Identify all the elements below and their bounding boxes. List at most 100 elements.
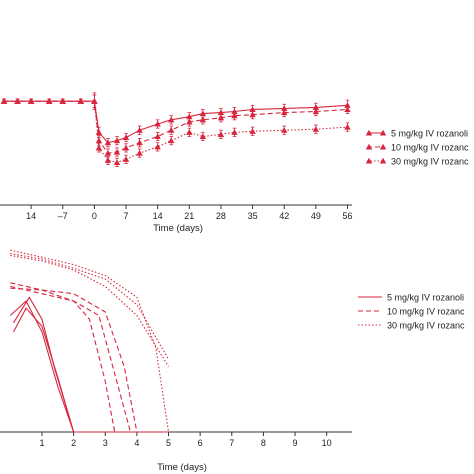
bottom-legend: 5 mg/kg IV rozanoli 10 mg/kg IV rozanc 30 … [358, 293, 465, 331]
top-legend-label: 30 mg/kg IV rozanc [391, 157, 469, 167]
top-data-point [168, 137, 175, 144]
bottom-series-1 [9, 296, 169, 433]
top-data-point [312, 125, 320, 132]
bottom-x-tick-label: 5 [166, 438, 171, 448]
bottom-subject-line [9, 300, 75, 433]
top-data-point [249, 128, 256, 134]
top-data-point [231, 112, 238, 119]
bottom-x-tick-label: 4 [134, 438, 139, 448]
top-data-point [14, 97, 21, 104]
top-x-tick-label: –7 [58, 211, 68, 221]
bottom-subject-line [10, 249, 170, 433]
top-legend-marker [365, 157, 373, 164]
top-data-point [104, 149, 112, 156]
top-data-point [104, 139, 112, 146]
top-legend-marker [379, 129, 387, 136]
top-x-tick-label: 7 [124, 211, 129, 221]
top-series-line [4, 100, 348, 144]
top-legend-label: 5 mg/kg IV rozanoli [391, 129, 468, 139]
top-data-point [136, 139, 143, 146]
bottom-subject-line [13, 307, 75, 433]
bottom-x-tick-label: 3 [103, 438, 108, 448]
top-data-point [344, 106, 351, 113]
top-x-tick-label: 49 [311, 211, 321, 221]
bottom-series-3 [10, 249, 170, 433]
top-legend-label: 10 mg/kg IV rozanc [391, 143, 469, 153]
top-data-point [217, 114, 225, 121]
top-series-line [4, 100, 348, 154]
top-data-point [217, 131, 225, 137]
top-x-tick-label: 14 [153, 211, 163, 221]
top-data-point [77, 97, 85, 104]
chart-bottom: 1 2 3 4 5 6 7 8 9 10 5 mg/kg IV rozanoli 10 mg/kg I… [0, 249, 465, 448]
top-data-point [281, 127, 288, 133]
top-data-point [231, 129, 238, 135]
top-data-point [95, 137, 103, 144]
top-legend: 5 mg/kg IV rozanoli 10 mg/kg IV rozanc 30 … [365, 129, 469, 167]
top-data-point [199, 110, 207, 117]
top-data-point [249, 111, 256, 118]
top-x-tick-label: 42 [279, 211, 289, 221]
top-data-point [113, 159, 121, 165]
top-data-point [344, 123, 351, 130]
top-data-point [95, 144, 103, 151]
top-data-point [122, 144, 130, 151]
bottom-legend-label: 5 mg/kg IV rozanoli [387, 293, 464, 303]
bottom-subject-line [13, 296, 169, 433]
bottom-subject-line [10, 282, 116, 433]
bottom-legend-label: 30 mg/kg IV rozanc [387, 321, 465, 331]
bottom-series-2 [10, 282, 138, 433]
top-legend-marker [379, 143, 387, 150]
bottom-x-tick-label: 10 [322, 438, 332, 448]
bottom-subject-line [10, 285, 132, 433]
bottom-x-tick-label: 1 [39, 438, 44, 448]
bottom-x-tick-label: 7 [229, 438, 234, 448]
top-data-point [154, 120, 161, 127]
top-x-tick-label: 14 [26, 211, 36, 221]
top-data-point [104, 157, 112, 163]
top-x-axis-label: Time (days) [153, 223, 203, 234]
top-legend-marker [365, 143, 373, 150]
bottom-subject-line [10, 254, 169, 367]
bottom-x-axis-label: Time (days) [157, 462, 207, 473]
top-legend-marker [379, 157, 387, 164]
top-data-point [312, 108, 320, 115]
top-data-point [136, 149, 143, 156]
top-data-point [199, 133, 207, 140]
top-data-point [113, 137, 121, 144]
top-data-point [281, 109, 288, 116]
top-data-point [45, 97, 53, 104]
top-series-2 [0, 94, 351, 158]
bottom-legend-label: 10 mg/kg IV rozanc [387, 307, 465, 317]
top-x-tick-label: 56 [342, 211, 352, 221]
bottom-x-tick-label: 9 [293, 438, 298, 448]
bottom-subject-line [10, 287, 138, 433]
bottom-subject-line [10, 253, 169, 360]
top-data-point [199, 116, 207, 123]
top-series-line [4, 100, 348, 163]
top-data-point [168, 116, 175, 123]
top-data-point [27, 97, 35, 104]
top-x-tick-label: 35 [248, 211, 258, 221]
top-x-tick-label: 0 [92, 211, 97, 221]
top-data-point [59, 97, 66, 104]
top-data-point [136, 127, 143, 133]
top-data-point [154, 133, 161, 140]
top-data-point [91, 97, 98, 104]
top-data-point [168, 127, 175, 133]
top-legend-marker [365, 129, 373, 136]
top-x-tick-label: 21 [184, 211, 194, 221]
top-data-point [122, 134, 130, 141]
top-series-3 [0, 94, 351, 167]
top-data-point [0, 97, 8, 104]
chart-top: 14 –7 0 7 14 21 28 35 42 49 56 5 mg/kg IV rozanoli 1… [0, 92, 469, 221]
top-data-point [113, 148, 121, 155]
top-data-point [154, 143, 161, 150]
top-x-tick-label: 28 [216, 211, 226, 221]
bottom-x-tick-label: 6 [198, 438, 203, 448]
top-data-point [122, 156, 130, 162]
top-data-point [186, 118, 193, 125]
bottom-x-tick-label: 2 [71, 438, 76, 448]
top-data-point [186, 129, 193, 135]
